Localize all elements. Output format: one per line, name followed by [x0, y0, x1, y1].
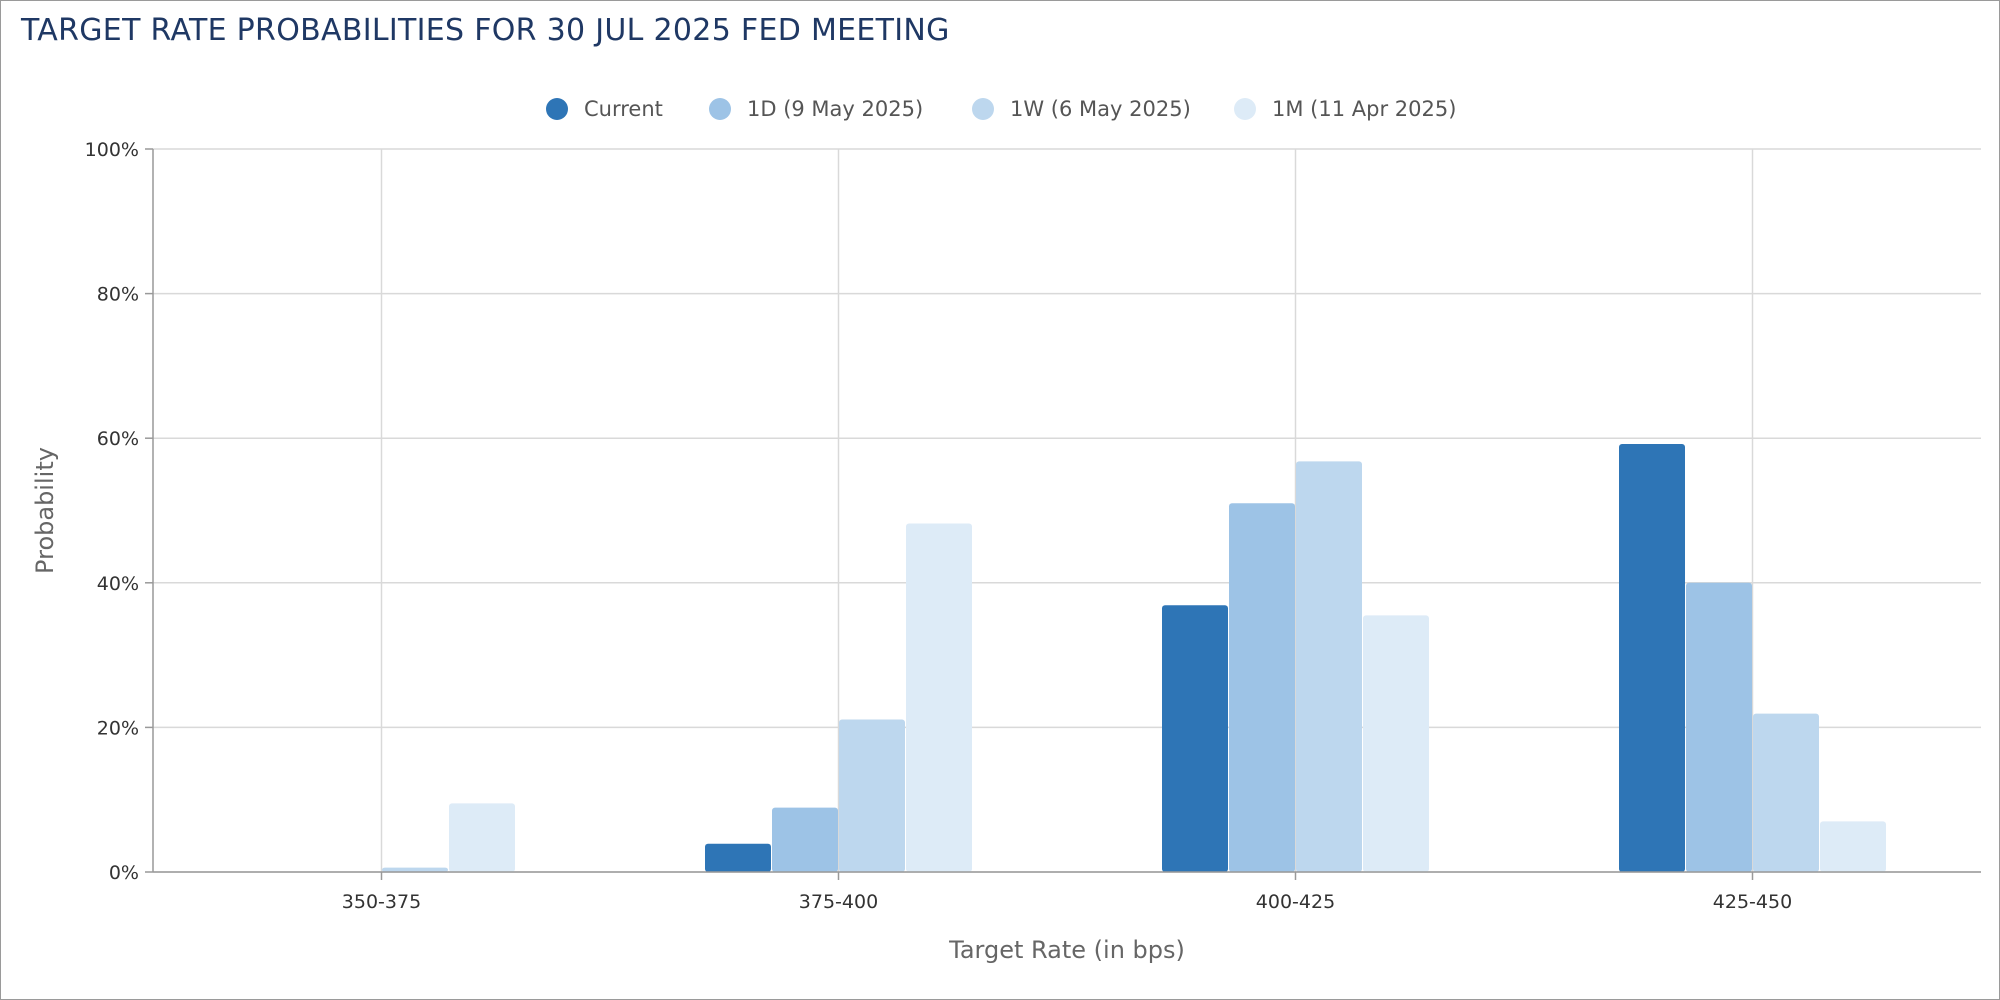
legend-item-current[interactable]: Current [546, 89, 663, 129]
x-tick-label: 400-425 [1256, 891, 1335, 913]
y-tick-label: 100% [85, 139, 139, 161]
legend-swatch-1w [972, 98, 994, 120]
legend-item-1d[interactable]: 1D (9 May 2025) [709, 89, 923, 129]
y-tick-label: 0% [109, 862, 139, 884]
y-tick-label: 20% [97, 717, 139, 739]
bar[interactable] [772, 807, 838, 872]
y-axis-title: Probability [31, 447, 59, 574]
legend-label-current: Current [584, 97, 663, 121]
chart-title: TARGET RATE PROBABILITIES FOR 30 JUL 202… [21, 13, 950, 48]
x-axis-title: Target Rate (in bps) [948, 936, 1185, 964]
x-tick-label: 425-450 [1713, 891, 1792, 913]
x-tick-label: 375-400 [799, 891, 878, 913]
bar[interactable] [1753, 713, 1819, 872]
legend-label-1m: 1M (11 Apr 2025) [1272, 97, 1457, 121]
legend-swatch-1d [709, 98, 731, 120]
bar[interactable] [1162, 605, 1228, 872]
bars [382, 443, 1886, 872]
bar[interactable] [1619, 443, 1685, 872]
bar[interactable] [1363, 615, 1429, 872]
y-tick-label: 40% [97, 573, 139, 595]
y-tick-label: 80% [97, 284, 139, 306]
bar[interactable] [839, 719, 905, 872]
bar[interactable] [1686, 582, 1752, 872]
legend-item-1m[interactable]: 1M (11 Apr 2025) [1234, 89, 1456, 129]
legend-label-1w: 1W (6 May 2025) [1010, 97, 1191, 121]
legend: Current 1D (9 May 2025) 1W (6 May 2025) … [1, 89, 2000, 129]
bar[interactable] [1820, 821, 1886, 872]
x-tick-label: 350-375 [342, 891, 421, 913]
y-tick-label: 60% [97, 428, 139, 450]
legend-swatch-1m [1234, 98, 1256, 120]
legend-label-1d: 1D (9 May 2025) [747, 97, 924, 121]
bar[interactable] [705, 843, 771, 872]
bar[interactable] [449, 803, 515, 872]
bar[interactable] [382, 867, 448, 872]
legend-item-1w[interactable]: 1W (6 May 2025) [972, 89, 1191, 129]
bar[interactable] [1296, 461, 1362, 872]
bar[interactable] [906, 523, 972, 872]
legend-swatch-current [546, 98, 568, 120]
bar[interactable] [1229, 503, 1295, 872]
axes: 0% 20% 40% 60% 80% 100% 350-375 375-400 400-425 4… [85, 139, 1981, 913]
